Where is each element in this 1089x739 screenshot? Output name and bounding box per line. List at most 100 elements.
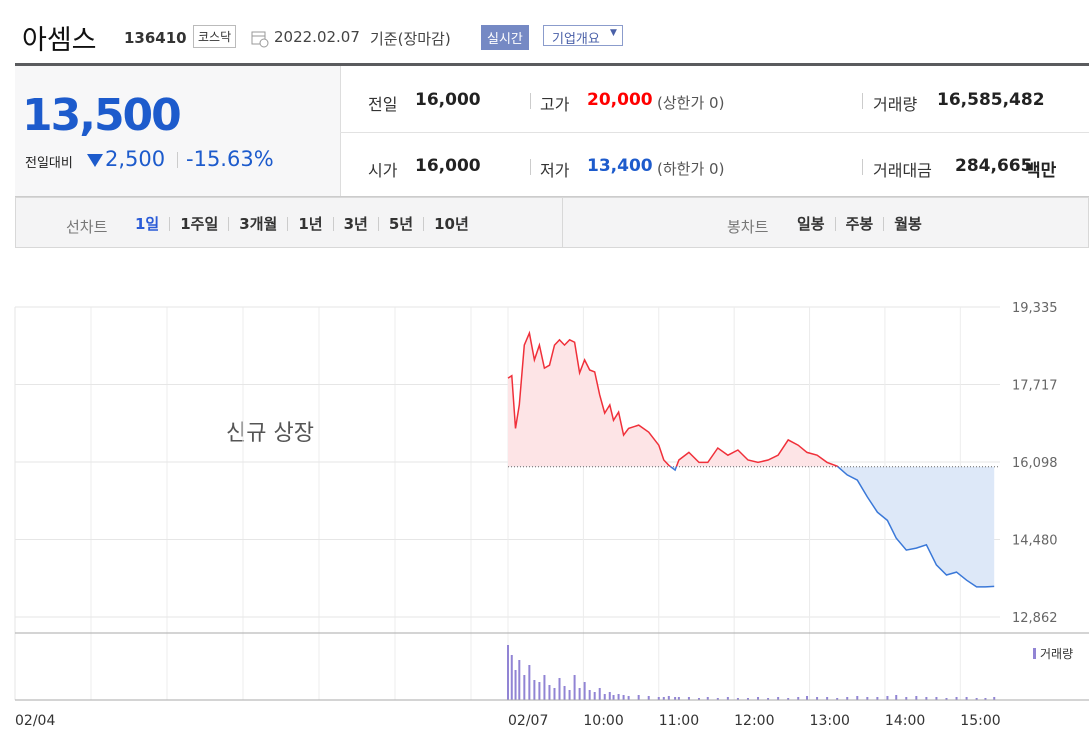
volume-bar xyxy=(716,698,719,700)
info-label: 시가 xyxy=(368,161,398,180)
volume-bar xyxy=(617,694,620,700)
y-tick-label: 17,717 xyxy=(1012,378,1058,393)
info-unit: 백만 xyxy=(1025,161,1057,181)
x-tick-label: 12:00 xyxy=(734,713,774,729)
volume-bar xyxy=(657,697,660,700)
down-arrow xyxy=(87,154,103,167)
info-label: 고가 xyxy=(540,95,570,114)
price-panel xyxy=(15,66,341,196)
volume-bar xyxy=(662,697,665,700)
volume-bar xyxy=(965,697,968,700)
legend-label: 거래량 xyxy=(1040,647,1073,661)
volume-bar xyxy=(697,698,700,700)
volume-bar xyxy=(886,696,889,700)
x-tick-label: 13:00 xyxy=(810,713,850,729)
y-tick-label: 16,098 xyxy=(1012,456,1058,471)
info-note: (상한가 0) xyxy=(657,94,725,112)
info-value: 13,400 xyxy=(587,156,653,176)
volume-bar xyxy=(553,688,556,700)
tab-bar xyxy=(15,197,1089,248)
date: 2022.02.07 xyxy=(274,28,360,46)
annotation: 신규 상장 xyxy=(226,421,314,446)
tab[interactable]: 3개월 xyxy=(228,217,287,232)
volume-bar xyxy=(866,697,869,700)
volume-bar xyxy=(757,697,760,700)
row-divider xyxy=(340,132,1089,133)
line-tabs: 1일 1주일 3개월 1년 3년 5년 10년 xyxy=(125,215,479,233)
x-tick-label: 14:00 xyxy=(885,713,925,729)
change-rate: -15.63% xyxy=(186,147,274,171)
info-value: 16,000 xyxy=(415,90,481,110)
volume-bar xyxy=(993,697,996,700)
volume-bar xyxy=(826,697,829,700)
tab[interactable]: 주봉 xyxy=(834,217,884,232)
volume-bar xyxy=(583,682,586,700)
volume-bar xyxy=(627,696,630,700)
volume-bar xyxy=(806,696,809,700)
change-label: 전일대비 xyxy=(25,156,73,171)
current-price: 13,500 xyxy=(22,90,182,141)
volume-bar xyxy=(955,697,958,700)
volume-bar xyxy=(816,697,819,700)
tab[interactable]: 3년 xyxy=(332,217,378,232)
volume-bar xyxy=(687,697,690,700)
volume-bar xyxy=(548,685,551,700)
volume-bar xyxy=(573,675,576,700)
y-tick-label: 12,862 xyxy=(1012,611,1058,626)
volume-bar xyxy=(674,697,677,700)
tab[interactable]: 5년 xyxy=(377,217,423,232)
info-value: 284,665 xyxy=(955,156,1033,176)
tab[interactable]: 일봉 xyxy=(797,215,825,233)
volume-bar xyxy=(856,696,859,700)
volume-bar xyxy=(612,695,615,700)
info-value: 20,000 xyxy=(587,90,653,110)
info-label: 저가 xyxy=(540,161,570,180)
tab[interactable]: 10년 xyxy=(423,217,479,232)
volume-bar xyxy=(846,697,849,700)
volume-bar xyxy=(578,688,581,700)
volume-bar xyxy=(608,692,611,700)
volume-bar xyxy=(777,697,780,700)
volume-bar xyxy=(667,696,670,700)
tab[interactable]: 1년 xyxy=(287,217,332,232)
candle-tabs: 일봉 주봉 월봉 xyxy=(787,215,932,233)
x-tick-label: 02/04 xyxy=(15,713,55,729)
stock-code: 136410 xyxy=(124,29,187,47)
volume-bar xyxy=(836,698,839,700)
info-label: 전일 xyxy=(368,95,398,114)
info-value: 16,585,482 xyxy=(937,90,1045,110)
tab[interactable]: 월봉 xyxy=(883,217,932,232)
volume-bar xyxy=(905,697,908,700)
volume-bar xyxy=(915,696,918,700)
dropdown-arrow: ▼ xyxy=(610,28,617,38)
volume-bar xyxy=(787,698,790,700)
volume-bar xyxy=(767,698,770,700)
volume-bar xyxy=(558,678,561,700)
volume-bar xyxy=(510,655,513,700)
volume-bar xyxy=(622,695,625,700)
volume-bar xyxy=(895,695,898,700)
realtime-button[interactable]: 실시간 xyxy=(481,25,529,50)
line-chart-label: 선차트 xyxy=(66,218,108,236)
tab[interactable]: 1주일 xyxy=(169,217,228,232)
volume-bar xyxy=(797,697,800,700)
y-tick-label: 14,480 xyxy=(1012,534,1058,549)
volume-bar xyxy=(523,675,526,700)
volume-bar xyxy=(876,697,879,700)
x-tick-label: 10:00 xyxy=(583,713,623,729)
volume-bar xyxy=(507,645,509,700)
price-area xyxy=(508,333,995,587)
date-basis: 기준(장마감) xyxy=(370,30,451,48)
tab[interactable]: 1일 xyxy=(135,215,160,233)
candle-chart-label: 봉차트 xyxy=(727,218,769,236)
volume-bar xyxy=(975,698,978,700)
info-label: 거래대금 xyxy=(873,161,932,180)
x-tick-label: 02/07 xyxy=(508,713,548,729)
volume-bar xyxy=(706,697,709,700)
volume-bar xyxy=(528,665,531,700)
company-button[interactable]: 기업개요 ▼ xyxy=(543,25,623,47)
company-label: 기업개요 xyxy=(552,32,600,47)
volume-bar xyxy=(563,686,566,700)
volume-bar xyxy=(533,680,536,700)
volume-bar xyxy=(935,697,938,700)
